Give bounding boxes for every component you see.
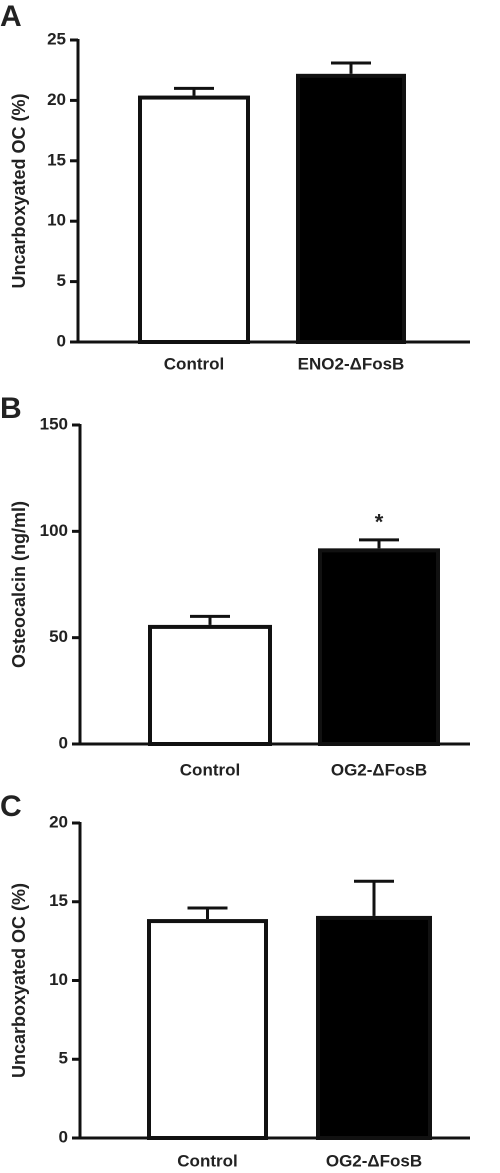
x-tick-label: OG2-ΔFosB [326, 1151, 422, 1170]
panel-letter: C [0, 790, 22, 823]
panel-letter: B [0, 392, 22, 425]
x-tick-label: Control [180, 760, 240, 779]
y-tick-label: 5 [57, 271, 66, 290]
y-tick-label: 15 [49, 891, 68, 910]
bar [296, 73, 406, 344]
y-tick-label: 100 [40, 521, 68, 540]
y-tick-label: 0 [57, 331, 66, 350]
bar [316, 915, 432, 1140]
y-tick-label: 10 [49, 970, 68, 989]
y-tick-label: 20 [49, 812, 68, 831]
y-tick-label: 0 [59, 1127, 68, 1146]
y-tick-label: 20 [47, 90, 66, 109]
bar [148, 624, 272, 747]
y-tick-label: 10 [47, 211, 66, 230]
x-tick-label: Control [177, 1151, 237, 1170]
bar [147, 919, 268, 1141]
y-tick-label: 25 [47, 29, 66, 48]
y-tick-label: 15 [47, 150, 66, 169]
y-axis-label: Uncarboxyated OC (%) [9, 93, 29, 288]
x-tick-label: Control [164, 354, 224, 373]
y-tick-label: 0 [59, 733, 68, 752]
y-tick-label: 5 [59, 1049, 68, 1068]
bar [138, 95, 250, 345]
y-tick-label: 50 [49, 627, 68, 646]
annotation: * [375, 510, 384, 535]
y-tick-label: 150 [40, 414, 68, 433]
panel-letter: A [0, 0, 22, 33]
y-axis-label: Osteocalcin (ng/ml) [9, 501, 29, 668]
y-axis-label: Uncarboxyated OC (%) [9, 883, 29, 1078]
bar [318, 548, 440, 747]
x-tick-label: ENO2-ΔFosB [298, 354, 405, 373]
x-tick-label: OG2-ΔFosB [331, 760, 427, 779]
